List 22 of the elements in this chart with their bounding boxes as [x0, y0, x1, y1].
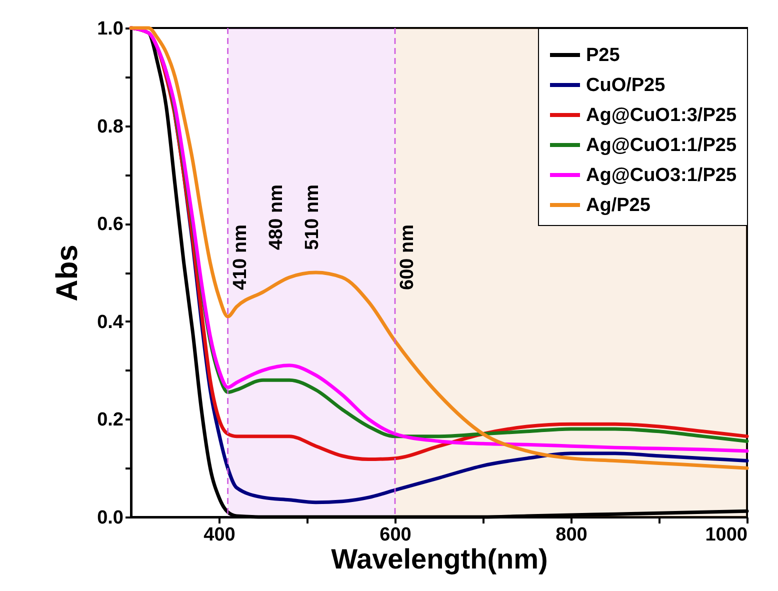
legend-label: Ag@CuO1:1/P25 [586, 135, 737, 156]
x-axis-title: Wavelength(nm) [331, 544, 548, 574]
y-tick-label: 0.6 [97, 214, 124, 236]
y-tick-label: 0.0 [97, 508, 124, 528]
y-axis-title: Abs [51, 244, 84, 302]
legend-label: Ag@CuO1:3/P25 [586, 105, 737, 126]
y-tick-label: 1.0 [97, 18, 124, 40]
annotation: 480 nm [266, 184, 287, 250]
legend-label: P25 [586, 45, 620, 66]
y-tick-label: 0.2 [97, 410, 124, 431]
legend-label: Ag@CuO3:1/P25 [586, 165, 737, 186]
x-tick-label: 400 [204, 524, 236, 546]
x-tick-label: 800 [556, 524, 588, 546]
y-tick-label: 0.8 [97, 116, 124, 138]
x-tick-label: 1000 [705, 524, 748, 546]
annotation: 510 nm [302, 184, 323, 250]
y-tick-label: 0.4 [97, 312, 124, 333]
legend-label: CuO/P25 [586, 75, 666, 96]
ref-line-label: 410 nm [230, 224, 251, 290]
legend-label: Ag/P25 [586, 195, 651, 216]
ref-line-label: 600 nm [397, 224, 418, 290]
x-tick-label: 600 [380, 524, 412, 546]
